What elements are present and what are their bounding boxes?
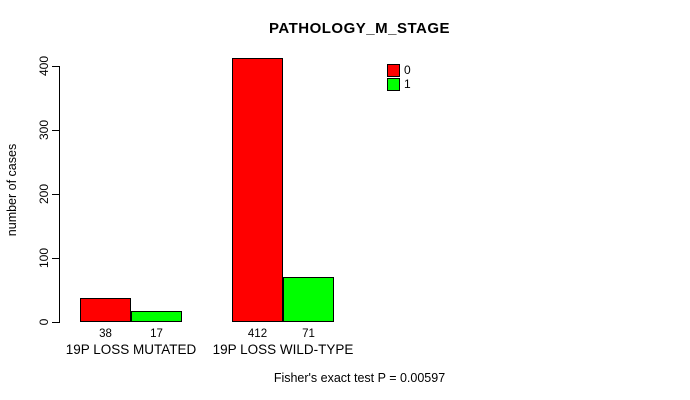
y-axis-tick: [52, 321, 59, 323]
bar-value-label: 412: [247, 328, 268, 340]
y-axis-tick: [52, 65, 59, 67]
y-axis-label: number of cases: [5, 143, 19, 237]
bar-value-label: 71: [302, 328, 315, 340]
y-axis-line: [59, 66, 60, 323]
y-tick-label: 400: [37, 55, 51, 77]
chart-title: PATHOLOGY_M_STAGE: [268, 20, 450, 37]
y-axis-tick: [52, 129, 59, 131]
category-label: 19P LOSS WILD-TYPE: [212, 342, 354, 357]
bar-0-2: [232, 58, 283, 322]
category-label: 19P LOSS MUTATED: [65, 342, 197, 357]
bar-1-1: [131, 311, 182, 322]
legend-label: 0: [404, 63, 411, 77]
bar-value-label: 17: [150, 328, 163, 340]
y-tick-label: 0: [37, 318, 51, 326]
y-axis-tick: [52, 193, 59, 195]
legend-swatch-0: [387, 64, 400, 77]
footnote-text: Fisher's exact test P = 0.00597: [273, 371, 446, 385]
bar-0-1: [80, 298, 131, 322]
y-tick-label: 200: [37, 183, 51, 205]
y-tick-label: 100: [37, 247, 51, 269]
bar-value-label: 38: [99, 328, 112, 340]
bar-1-2: [283, 277, 334, 322]
y-tick-label: 300: [37, 119, 51, 141]
legend-swatch-1: [387, 78, 400, 91]
y-axis-tick: [52, 257, 59, 259]
legend-label: 1: [404, 77, 411, 91]
